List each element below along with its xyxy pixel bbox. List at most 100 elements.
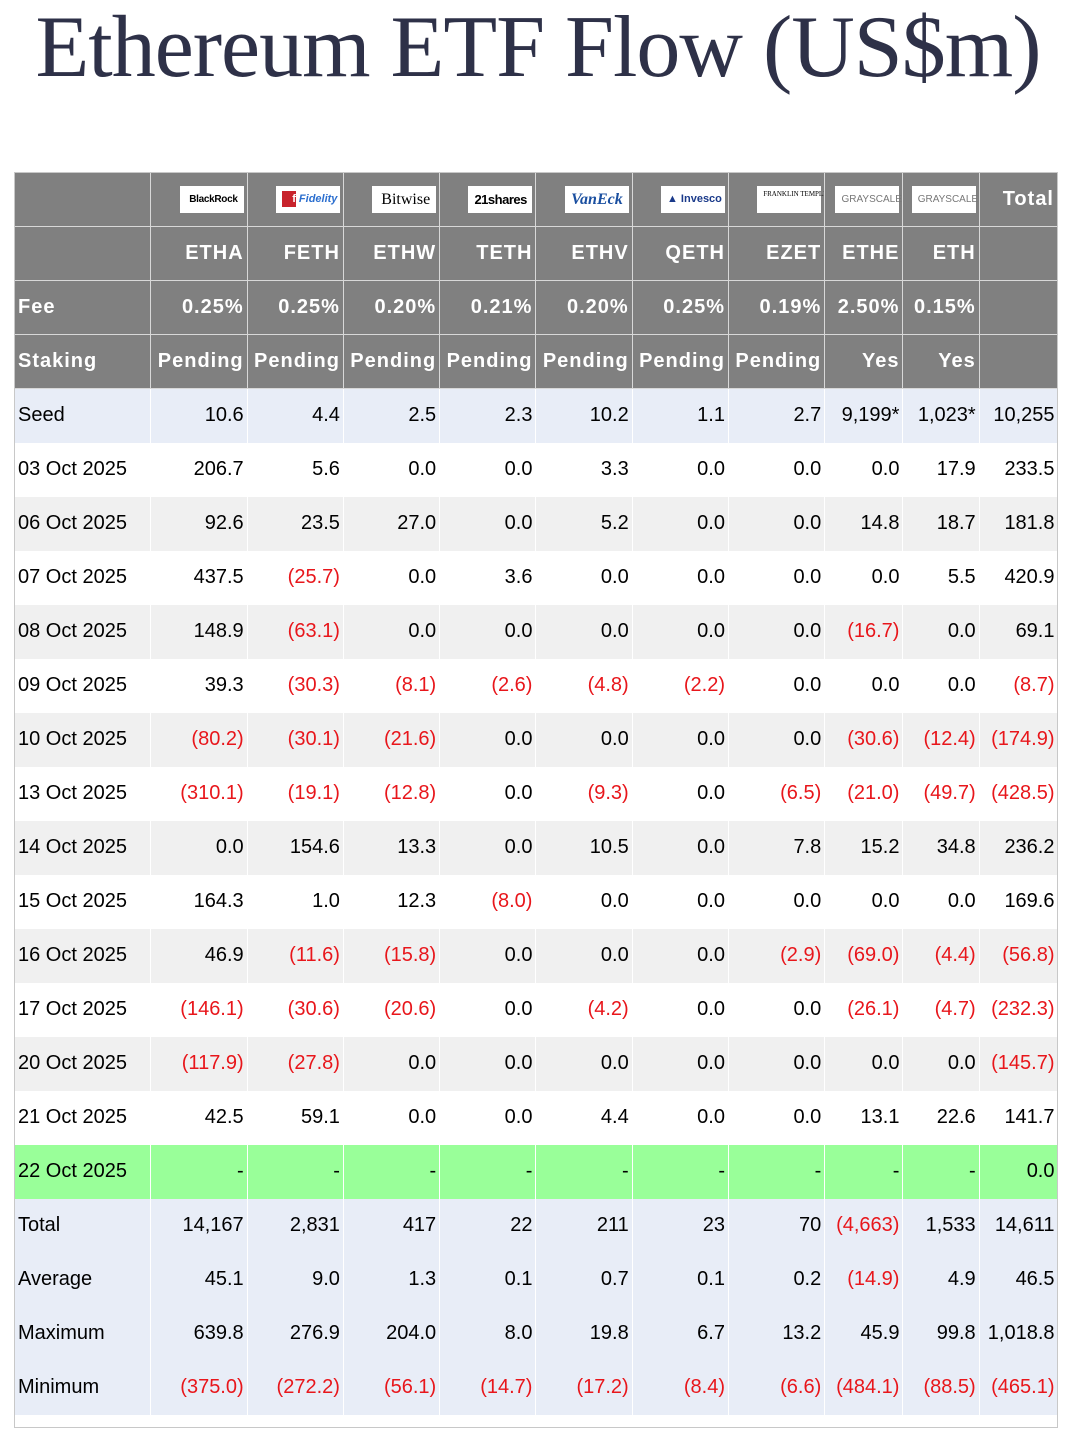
table-row: 10 Oct 2025 (80.2) (30.1) (21.6) 0.0 0.0 0.0 0.… (13, 712, 1058, 767)
ticker-row: ETHA FETH ETHW TETH ETHV QETH EZET ETHE ETH (13, 226, 1059, 281)
flow-cell: 0.0 (727, 658, 825, 713)
staking-cell: Pending (150, 334, 248, 389)
row-label: 09 Oct 2025 (13, 658, 151, 713)
flow-cell: 0.0 (902, 658, 980, 713)
flow-cell: 0.0 (902, 874, 980, 929)
flow-cell: (8.4) (631, 1360, 729, 1415)
total-cell: (145.7) (978, 1036, 1058, 1091)
flow-cell: 13.3 (342, 820, 440, 875)
flow-cell: 7.8 (727, 820, 825, 875)
issuer-logo-row: BlackRock f Fidelity Bitwise 21shares VanEck ▲… (13, 172, 1059, 227)
flow-cell: 0.1 (439, 1252, 536, 1307)
issuer-logo-cell: ▲ Invesco (631, 172, 729, 227)
ticker-cell: ETHA (150, 226, 248, 281)
row-label: Total (13, 1198, 151, 1253)
flow-cell: 0.0 (631, 442, 729, 497)
row-label: 13 Oct 2025 (13, 766, 151, 821)
total-cell: (465.1) (978, 1360, 1058, 1415)
total-cell: 69.1 (978, 604, 1058, 659)
flow-cell: (117.9) (150, 1036, 248, 1091)
flow-cell: 0.0 (727, 712, 825, 767)
flow-cell: 0.0 (342, 442, 440, 497)
flow-cell: 0.0 (631, 1036, 729, 1091)
flow-cell: 0.0 (342, 1036, 440, 1091)
table-row: Seed 10.6 4.4 2.5 2.3 10.2 1.1 2.7 9,199* 1,023* 1… (13, 388, 1058, 443)
flow-cell: 0.0 (631, 874, 729, 929)
ticker-cell: TETH (439, 226, 537, 281)
vaneck-logo: VanEck (564, 186, 629, 213)
flow-cell: 0.0 (902, 604, 980, 659)
flow-cell: 0.0 (535, 928, 633, 983)
flow-cell: (88.5) (902, 1360, 980, 1415)
flow-cell: 0.0 (902, 1036, 980, 1091)
flow-cell: - (727, 1144, 825, 1199)
staking-cell: Yes (824, 334, 904, 389)
flow-cell: 45.9 (824, 1306, 903, 1361)
flow-cell: 0.0 (824, 874, 903, 929)
flow-cell: 0.0 (439, 496, 536, 551)
fee-label: Fee (13, 280, 152, 335)
row-label: 22 Oct 2025 (13, 1144, 151, 1199)
flow-cell: 46.9 (150, 928, 248, 983)
total-cell: (232.3) (978, 982, 1058, 1037)
flow-cell: 0.0 (631, 550, 729, 605)
invesco-logo: ▲ Invesco (660, 186, 725, 213)
flow-cell: 0.0 (150, 820, 248, 875)
table-row: 20 Oct 2025 (117.9) (27.8) 0.0 0.0 0.0 0.0 0.0 0… (13, 1036, 1058, 1091)
staking-cell: Pending (727, 334, 826, 389)
flow-cell: 0.0 (535, 712, 633, 767)
flow-cell: 0.0 (439, 928, 536, 983)
flow-cell: (12.8) (342, 766, 440, 821)
flow-cell: 0.0 (535, 874, 633, 929)
flow-cell: 92.6 (150, 496, 248, 551)
total-cell: (174.9) (978, 712, 1058, 767)
total-cell: (8.7) (978, 658, 1058, 713)
issuer-logo-cell: GRAYSCALE (902, 172, 980, 227)
flow-cell: (146.1) (150, 982, 248, 1037)
flow-cell: 164.3 (150, 874, 248, 929)
flow-cell: (17.2) (535, 1360, 633, 1415)
row-label: 06 Oct 2025 (13, 496, 151, 551)
fee-cell: 0.25% (246, 280, 344, 335)
flow-cell: (484.1) (824, 1360, 903, 1415)
flow-cell: 0.0 (631, 766, 729, 821)
flow-cell: 0.0 (824, 1036, 903, 1091)
flow-cell: 0.1 (631, 1252, 729, 1307)
ticker-cell: ETHE (824, 226, 904, 281)
flow-cell: 6.7 (631, 1306, 729, 1361)
table-row: 07 Oct 2025 437.5 (25.7) 0.0 3.6 0.0 0.0 0.0 0.0… (13, 550, 1058, 605)
total-cell: 181.8 (978, 496, 1058, 551)
issuer-logo-cell: VanEck (535, 172, 633, 227)
flow-cell: 0.0 (439, 1036, 536, 1091)
flow-cell: 0.0 (727, 604, 825, 659)
flow-cell: 0.0 (727, 1036, 825, 1091)
flow-cell: (6.5) (727, 766, 825, 821)
ticker-cell: EZET (727, 226, 826, 281)
fee-cell: 0.25% (150, 280, 248, 335)
flow-cell: 70 (727, 1198, 825, 1253)
flow-cell: 5.5 (902, 550, 980, 605)
flow-cell: 10.2 (535, 388, 633, 443)
flow-cell: 2.3 (439, 388, 536, 443)
etf-flow-table: BlackRock f Fidelity Bitwise 21shares VanEck ▲… (13, 172, 1059, 1415)
flow-cell: 4.4 (535, 1090, 633, 1145)
flow-cell: 0.0 (631, 604, 729, 659)
row-label: 14 Oct 2025 (13, 820, 151, 875)
issuer-logo-cell: BlackRock (150, 172, 248, 227)
flow-cell: 9,199* (824, 388, 903, 443)
flow-cell: 0.0 (535, 550, 633, 605)
flow-cell: 14,167 (150, 1198, 248, 1253)
total-cell: 141.7 (978, 1090, 1058, 1145)
flow-cell: (49.7) (902, 766, 980, 821)
staking-row: Staking Pending Pending Pending Pending Pendi… (13, 334, 1059, 389)
ticker-total-cell (978, 226, 1059, 281)
flow-cell: (9.3) (535, 766, 633, 821)
table-row: 06 Oct 2025 92.6 23.5 27.0 0.0 5.2 0.0 0.0 14.8 1… (13, 496, 1058, 551)
flow-cell: (375.0) (150, 1360, 248, 1415)
flow-cell: 1.0 (246, 874, 344, 929)
grayscale-logo: GRAYSCALE (911, 186, 978, 213)
flow-cell: 5.2 (535, 496, 633, 551)
flow-cell: 0.0 (824, 658, 903, 713)
flow-cell: 276.9 (246, 1306, 344, 1361)
total-cell: 420.9 (978, 550, 1058, 605)
